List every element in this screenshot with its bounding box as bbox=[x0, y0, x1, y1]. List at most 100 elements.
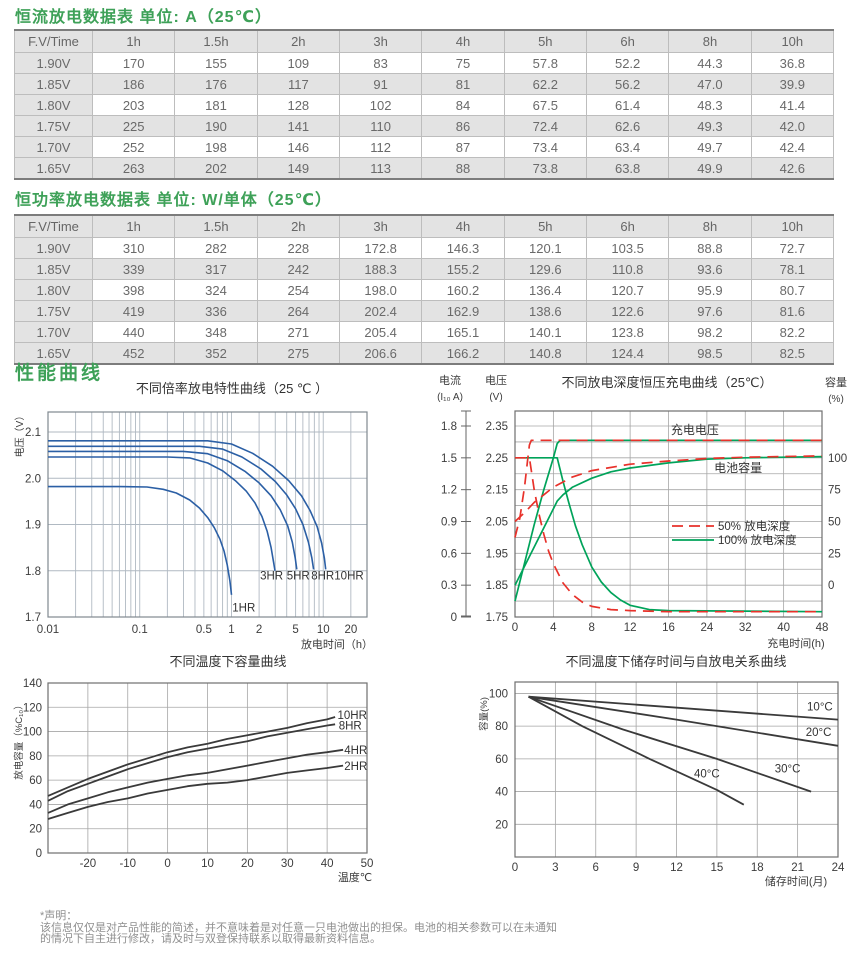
y-tick-label: 2.0 bbox=[25, 473, 41, 485]
table-row: 1.65V 452 352 275 206.6 166.2 140.8 124.4 98.5 82… bbox=[14, 342, 835, 365]
x-axis-label: 放电时间（h） bbox=[301, 637, 373, 651]
current-tick-label: 0 bbox=[451, 612, 457, 624]
voltage-tick-label: 2.05 bbox=[486, 517, 508, 529]
annotation: 电池容量 bbox=[714, 460, 762, 475]
table-cell: 117 bbox=[256, 73, 340, 95]
series-8HR bbox=[48, 445, 315, 570]
series-4HR bbox=[47, 748, 344, 814]
table-cell: 324 bbox=[174, 279, 258, 301]
x-tick-label: 20 bbox=[344, 624, 357, 636]
curve-label: 4HR bbox=[344, 745, 367, 757]
table-cell: 88.8 bbox=[668, 237, 752, 259]
x-tick-label: 0.5 bbox=[196, 624, 212, 636]
capacity-tick-label: 50 bbox=[828, 517, 841, 529]
table-row: 1.75V 419 336 264 202.4 162.9 138.6 122.6 97.6 81… bbox=[14, 300, 835, 322]
column-header: 8h bbox=[668, 29, 752, 53]
series-100%DOD-电池容量 bbox=[514, 455, 823, 586]
column-header: 3h bbox=[338, 29, 423, 53]
table-cell: 264 bbox=[256, 300, 340, 322]
series-3HR bbox=[48, 456, 276, 571]
table-cell: 56.2 bbox=[585, 73, 670, 95]
table-row: 1.90V 170 155 109 83 75 57.8 52.2 44.3 36.8 bbox=[14, 52, 835, 74]
table-cell: 63.8 bbox=[585, 157, 670, 180]
table-row: 1.85V 339 317 242 188.3 155.2 129.6 110.8 93.6 78… bbox=[14, 258, 835, 280]
voltage-tick-label: 1.95 bbox=[486, 548, 508, 560]
x-tick-label: 0.01 bbox=[37, 624, 59, 636]
x-tick-label: 32 bbox=[739, 622, 752, 634]
table-cell: 49.9 bbox=[668, 157, 752, 180]
constant-power-table: F.V/Time 1h 1.5h 2h 3h 4h 5h 6h 8h 10h 1.90V 310 282… bbox=[14, 214, 835, 365]
table-cell: 84 bbox=[421, 94, 505, 116]
series-40℃ bbox=[528, 695, 745, 806]
curve-label: 8HR bbox=[339, 721, 362, 733]
x-tick-label: 6 bbox=[593, 862, 599, 874]
plot-border bbox=[47, 682, 368, 854]
curve-label: 10HR bbox=[337, 710, 366, 722]
x-tick-label: 48 bbox=[816, 622, 829, 634]
table-cell: 202 bbox=[174, 157, 258, 180]
table-cell: 91 bbox=[338, 73, 423, 95]
table-cell: 49.7 bbox=[668, 136, 752, 158]
x-axis-label: 温度℃ bbox=[338, 870, 372, 884]
table-cell: 190 bbox=[174, 115, 258, 137]
table-cell: 72.4 bbox=[503, 115, 587, 137]
table-cell: 162.9 bbox=[421, 300, 505, 322]
table-cell: 242 bbox=[256, 258, 340, 280]
y-tick-label: 20 bbox=[495, 819, 508, 831]
voltage-tick-label: 2.25 bbox=[486, 453, 508, 465]
y-tick-label: 20 bbox=[29, 824, 42, 836]
voltage-axis-subtitle: (V) bbox=[489, 392, 502, 403]
x-tick-label: 2 bbox=[256, 624, 262, 636]
table-cell: 228 bbox=[256, 237, 340, 259]
table-cell: 78.1 bbox=[750, 258, 835, 280]
series-10HR bbox=[48, 440, 327, 570]
row-header: 1.75V bbox=[14, 115, 93, 137]
x-tick-label: 12 bbox=[624, 622, 637, 634]
series-50%DOD-电流 bbox=[515, 456, 822, 613]
table-cell: 113 bbox=[338, 157, 423, 180]
table-cell: 141 bbox=[256, 115, 340, 137]
table-cell: 81 bbox=[421, 73, 505, 95]
table-row: 1.75V 225 190 141 110 86 72.4 62.6 49.3 42.0 bbox=[14, 115, 835, 137]
row-header: 1.70V bbox=[14, 321, 93, 343]
table-cell: 225 bbox=[91, 115, 176, 137]
chart-title: 不同倍率放电特性曲线（25 ℃ ） bbox=[136, 381, 328, 396]
y-tick-label: 60 bbox=[29, 775, 42, 787]
voltage-axis-title: 电压 bbox=[485, 374, 507, 387]
y-tick-label: 80 bbox=[29, 751, 42, 763]
row-header: 1.80V bbox=[14, 94, 93, 116]
table-cell: 263 bbox=[91, 157, 176, 180]
column-header: 1.5h bbox=[174, 214, 258, 238]
disclaimer-line: *声明： bbox=[40, 910, 78, 922]
voltage-tick-label: 1.75 bbox=[486, 612, 508, 624]
table-cell: 140.8 bbox=[503, 342, 587, 365]
disclaimer-line: 的情况下自主进行修改，请及时与双登保持联系以取得最新资料信息。 bbox=[40, 933, 381, 945]
column-header: 10h bbox=[750, 29, 835, 53]
table-cell: 109 bbox=[256, 52, 340, 74]
y-tick-label: 2.1 bbox=[25, 427, 41, 439]
x-tick-label: 40 bbox=[777, 622, 790, 634]
curve-label: 2HR bbox=[344, 761, 367, 773]
series-50%DOD-电池容量 bbox=[514, 455, 823, 523]
table-cell: 181 bbox=[174, 94, 258, 116]
table-cell: 129.6 bbox=[503, 258, 587, 280]
table-cell: 252 bbox=[91, 136, 176, 158]
discharge-rate-chart: 不同倍率放电特性曲线（25 ℃ ） 1.7 1.8 1.9 2.0 2.1 0.01 0.1 0… bbox=[13, 381, 373, 651]
y-tick-label: 40 bbox=[495, 787, 508, 799]
table-cell: 317 bbox=[174, 258, 258, 280]
x-tick-label: 20 bbox=[241, 858, 254, 870]
table-cell: 112 bbox=[338, 136, 423, 158]
table-cell: 336 bbox=[174, 300, 258, 322]
table-cell: 452 bbox=[91, 342, 176, 365]
x-tick-label: 10 bbox=[317, 624, 330, 636]
table-row: 1.85V 186 176 117 91 81 62.2 56.2 47.0 39.9 bbox=[14, 73, 835, 95]
y-tick-label: 140 bbox=[23, 678, 42, 690]
table-cell: 198 bbox=[174, 136, 258, 158]
table-cell: 83 bbox=[338, 52, 423, 74]
table-cell: 186 bbox=[91, 73, 176, 95]
x-tick-label: 24 bbox=[700, 622, 713, 634]
table-cell: 310 bbox=[91, 237, 176, 259]
column-header: 1h bbox=[91, 29, 176, 53]
series-2HR bbox=[47, 764, 344, 820]
table2-title: 恒功率放电数据表 单位: W/单体（25℃） bbox=[15, 192, 332, 209]
